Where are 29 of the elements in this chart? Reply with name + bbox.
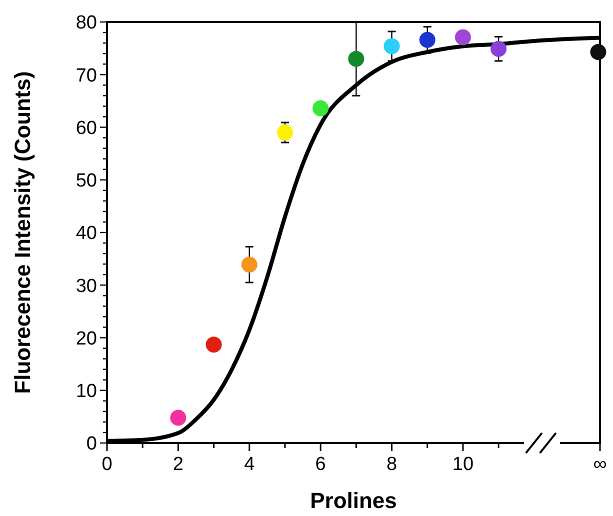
x-tick-label: 8 [386,454,398,475]
x-tick-label: 6 [315,454,326,475]
y-tick-label: 50 [76,170,97,192]
point [312,100,329,116]
point [454,29,471,46]
y-tick-label: 80 [76,12,97,34]
point [241,256,258,273]
x-tick-label: ∞ [593,454,607,475]
y-tick-label: 70 [76,65,97,86]
point [590,44,606,60]
point [276,124,293,141]
point [490,40,507,57]
y-tick-label: 10 [76,381,97,402]
x-tick-label: 4 [244,454,256,475]
y-axis-title: Fluorecence Intensity (Counts) [10,71,35,394]
y-tick-label: 0 [86,434,97,455]
x-axis-title: Prolines [310,488,397,513]
y-tick-label: 20 [76,328,97,350]
x-tick-label: 0 [102,454,112,475]
point [170,410,186,426]
point [419,32,436,48]
x-tick-label: 10 [452,454,474,475]
point [348,50,364,67]
x-tick-label: 2 [172,454,184,475]
y-tick-label: 30 [76,276,97,297]
y-tick-label: 60 [76,118,97,139]
point [206,336,222,353]
point [384,38,400,54]
y-tick-label: 40 [76,223,97,244]
